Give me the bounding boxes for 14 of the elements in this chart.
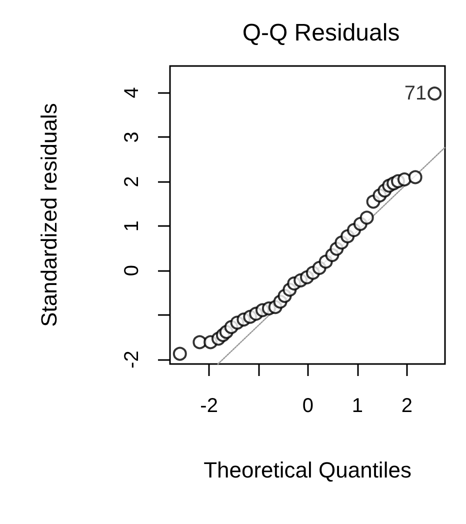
y-tick-label: 3 [121,132,143,143]
y-tick-label: 4 [121,87,143,98]
y-tick-label: -2 [121,350,143,368]
y-tick-label: 1 [121,220,143,232]
y-axis-title: Standardized residuals [36,103,62,327]
annotation: 71 [404,82,427,105]
x-tick-label: 2 [401,395,412,417]
y-tick-label: 0 [121,265,143,276]
x-tick-label: -2 [200,395,218,417]
x-tick-label: 1 [352,395,364,417]
chart-title: Q-Q Residuals [242,20,400,46]
y-tick-label: 2 [121,176,143,188]
x-axis-title: Theoretical Quantiles [204,458,412,482]
x-tick-label: 0 [302,395,314,417]
